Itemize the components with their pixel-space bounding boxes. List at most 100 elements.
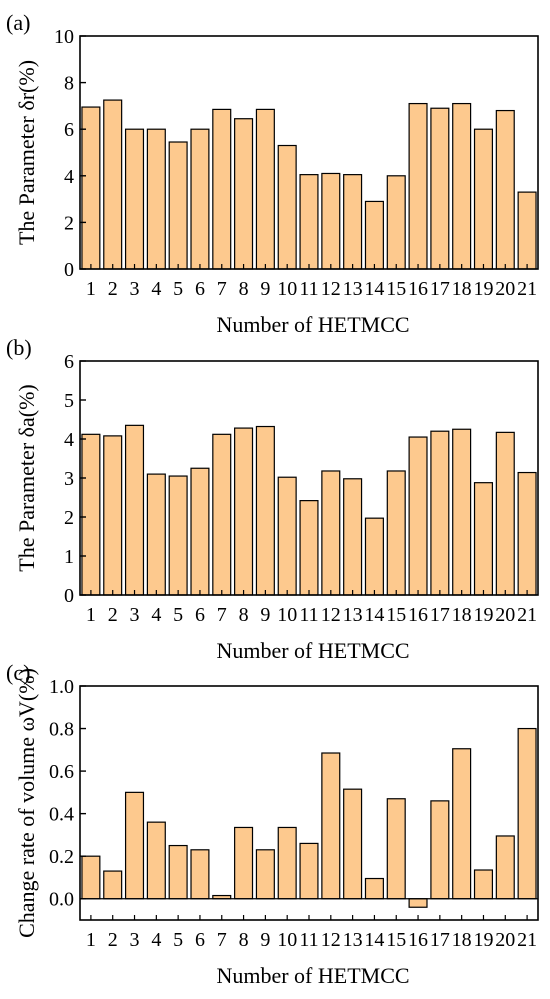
x-axis-title: Number of HETMCC <box>216 638 409 663</box>
x-tick-label: 7 <box>217 604 227 626</box>
bar <box>277 144 297 270</box>
bar <box>255 849 275 900</box>
x-tick-label: 16 <box>408 929 428 951</box>
x-tick-label: 3 <box>130 929 140 951</box>
bar <box>124 424 145 596</box>
x-tick-label: 2 <box>108 929 118 951</box>
x-tick-label: 15 <box>386 929 406 951</box>
bar <box>277 826 297 900</box>
x-tick-label: 12 <box>321 929 341 951</box>
x-tick-label: 11 <box>299 604 318 626</box>
x-tick-label: 17 <box>430 929 450 951</box>
x-tick-label: 10 <box>277 604 297 626</box>
bar <box>430 107 450 270</box>
x-tick-label: 14 <box>364 929 384 951</box>
x-tick-label: 9 <box>260 604 270 626</box>
x-tick-label: 11 <box>299 929 318 951</box>
bar <box>103 870 123 900</box>
y-tick-label: 2 <box>64 507 74 529</box>
x-tick-label: 6 <box>195 929 205 951</box>
x-tick-label: 17 <box>430 604 450 626</box>
x-tick-label: 7 <box>217 278 227 300</box>
y-tick-label: 0.0 <box>49 889 74 911</box>
panel-label: (b) <box>6 335 32 360</box>
x-tick-label: 16 <box>408 278 428 300</box>
bar <box>364 200 384 270</box>
bar <box>495 431 515 596</box>
x-tick-label: 20 <box>495 929 515 951</box>
panel-c: 0.00.20.40.60.81.01 2 3 4 5 6 7 8 9 10 11 12 13 14 15 1… <box>6 660 539 988</box>
y-axis-title: The Parameter δa(%) <box>14 384 39 571</box>
bar <box>430 800 450 900</box>
bar <box>277 476 297 596</box>
bar <box>234 427 254 596</box>
bar <box>255 425 275 596</box>
x-tick-label: 21 <box>517 929 537 951</box>
x-tick-label: 5 <box>173 604 183 626</box>
bar <box>146 128 166 270</box>
bar <box>321 752 341 900</box>
bar <box>364 517 384 596</box>
bar <box>386 798 406 900</box>
x-tick-label: 14 <box>364 604 384 626</box>
bar <box>255 108 275 270</box>
x-tick-label: 15 <box>386 278 406 300</box>
bar <box>452 748 472 900</box>
bar <box>321 470 341 596</box>
bar <box>299 842 319 900</box>
x-tick-label: 1 <box>86 278 96 300</box>
x-tick-label: 20 <box>495 604 515 626</box>
y-axis-title: Change rate of volume ωV(%) <box>14 668 39 938</box>
bar <box>190 128 210 270</box>
x-tick-label: 5 <box>173 278 183 300</box>
y-tick-label: 0 <box>64 585 74 607</box>
y-tick-label: 0.6 <box>49 761 74 783</box>
x-tick-label: 7 <box>217 929 227 951</box>
y-tick-label: 4 <box>64 429 74 451</box>
bar <box>190 467 210 596</box>
y-tick-label: 6 <box>64 351 74 373</box>
bar <box>81 855 101 900</box>
bar <box>234 826 254 900</box>
x-tick-label: 13 <box>343 604 363 626</box>
x-tick-label: 9 <box>260 929 270 951</box>
x-tick-label: 18 <box>452 278 472 300</box>
bar <box>168 844 188 900</box>
x-tick-label: 8 <box>239 604 249 626</box>
x-tick-label: 13 <box>343 278 363 300</box>
bar <box>124 791 145 900</box>
bar <box>473 482 494 596</box>
x-tick-label: 21 <box>517 604 537 626</box>
bar <box>495 835 515 900</box>
y-tick-label: 0.8 <box>49 719 74 741</box>
y-tick-label: 2 <box>64 212 74 234</box>
x-axis-title: Number of HETMCC <box>216 312 409 337</box>
bar <box>343 174 363 270</box>
x-tick-label: 20 <box>495 278 515 300</box>
x-tick-label: 3 <box>130 604 140 626</box>
bar <box>452 428 472 596</box>
bar <box>212 108 232 270</box>
y-tick-label: 0 <box>64 259 74 281</box>
x-tick-label: 4 <box>151 929 161 951</box>
x-tick-label: 10 <box>277 278 297 300</box>
y-tick-label: 8 <box>64 73 74 95</box>
bar <box>364 877 384 900</box>
bar <box>190 849 210 900</box>
bar <box>321 172 341 270</box>
x-tick-label: 1 <box>86 604 96 626</box>
y-tick-label: 0.2 <box>49 846 74 868</box>
bar <box>408 102 428 270</box>
x-tick-label: 18 <box>452 929 472 951</box>
bar <box>234 118 254 270</box>
bar <box>168 141 188 270</box>
x-tick-label: 3 <box>130 278 140 300</box>
x-tick-label: 4 <box>151 278 161 300</box>
y-tick-label: 1.0 <box>49 676 74 698</box>
bar <box>343 788 363 900</box>
bar <box>146 821 166 900</box>
bar <box>212 433 232 596</box>
